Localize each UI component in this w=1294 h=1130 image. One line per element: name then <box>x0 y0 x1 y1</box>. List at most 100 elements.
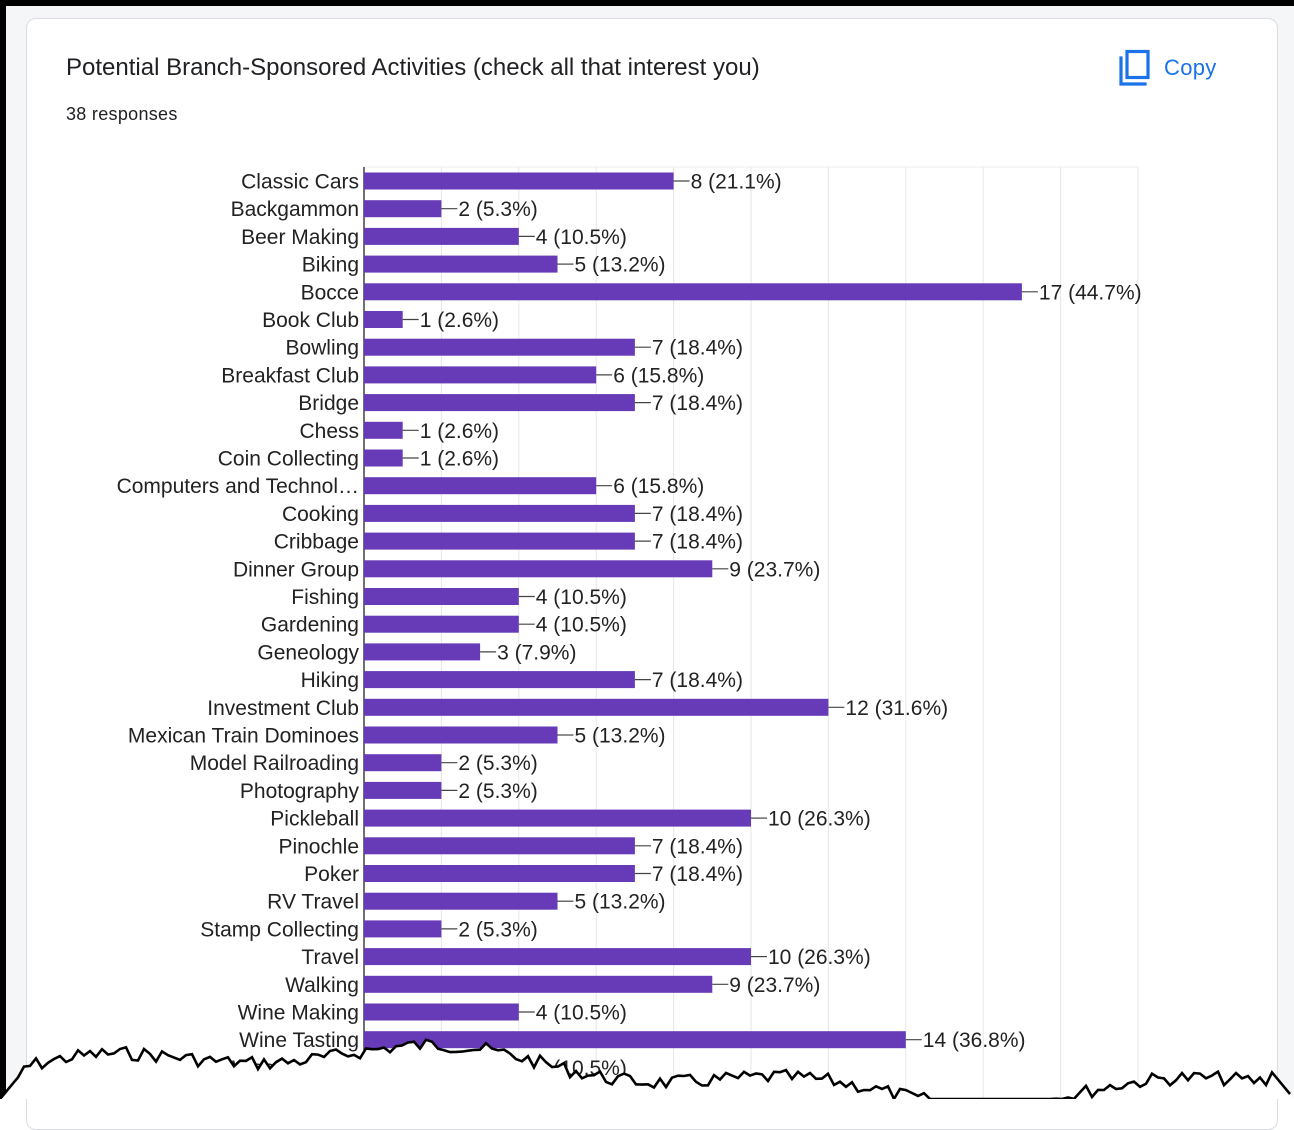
bar <box>364 504 635 522</box>
category-label: Chess <box>299 420 359 443</box>
copy-label: Copy <box>1164 55 1217 80</box>
data-label: 5 (13.2%) <box>575 254 666 277</box>
bar <box>364 449 403 467</box>
bar <box>364 1031 906 1049</box>
category-label: Cooking <box>282 503 359 526</box>
data-label: 4 (10.5%) <box>536 614 627 637</box>
bar <box>364 781 442 799</box>
data-label: 9 (23.7%) <box>729 974 820 997</box>
category-label: Bridge <box>298 392 359 415</box>
bar <box>364 200 442 218</box>
category-label: Beer Making <box>241 226 359 249</box>
bar <box>364 283 1022 301</box>
bar <box>364 394 635 412</box>
category-label: Model Railroading <box>190 752 359 775</box>
data-label: 5 (13.2%) <box>575 725 666 748</box>
data-label: 6 (15.8%) <box>613 364 704 387</box>
bar <box>364 615 519 633</box>
category-label: Gardening <box>261 614 359 637</box>
chart-bars <box>364 172 1038 1076</box>
data-label: 7 (18.4%) <box>652 835 743 858</box>
data-label: 4 (10.5%) <box>536 1002 627 1025</box>
data-label: 2 (5.3%) <box>458 780 537 803</box>
chart-gridlines <box>363 166 1139 1099</box>
category-label: Travel <box>301 946 359 969</box>
category-label: Bowling <box>285 337 359 360</box>
category-label: Geneology <box>257 641 359 664</box>
bar <box>364 865 635 882</box>
data-label: 5 (13.2%) <box>575 891 666 914</box>
category-label: Dinner Group <box>233 558 359 581</box>
bar <box>364 1003 519 1021</box>
bar <box>364 421 403 439</box>
bar <box>364 366 597 384</box>
category-label: Computers and Technol… <box>117 475 359 498</box>
data-label: 7 (18.4%) <box>652 392 743 415</box>
copy-icon <box>1118 49 1152 87</box>
category-label: Pinochle <box>278 835 359 858</box>
category-label: Photography <box>240 780 360 803</box>
torn-edge-overlay <box>0 1038 1291 1099</box>
category-label: Bocce <box>301 281 359 304</box>
data-label: 7 (18.4%) <box>652 337 743 360</box>
bar <box>364 172 674 190</box>
bar-chart: 8 (21.1%) Classic Cars 2 (5.3%) Backgammon 4… <box>117 166 1142 1099</box>
bar <box>364 754 442 772</box>
bar <box>364 671 635 689</box>
bar <box>364 532 635 550</box>
bar <box>364 975 713 993</box>
category-label: Stamp Collecting <box>200 918 359 941</box>
data-label: 10 (26.3%) <box>768 946 871 969</box>
category-label: Mexican Train Dominoes <box>128 725 359 748</box>
category-label: Biking <box>302 254 359 277</box>
data-label: 3 (7.9%) <box>497 641 576 664</box>
bar <box>364 698 829 716</box>
data-label: 7 (18.4%) <box>652 669 743 692</box>
data-label: 8 (21.1%) <box>691 171 782 194</box>
bar <box>364 477 597 495</box>
chart-labels: 8 (21.1%) Classic Cars 2 (5.3%) Backgammon 4… <box>117 171 1142 1080</box>
data-label: 10 (26.3%) <box>768 808 871 831</box>
bar <box>364 920 442 938</box>
bar <box>364 338 635 356</box>
bar <box>364 227 519 245</box>
category-label: Walking <box>285 974 359 997</box>
category-label: Investment Club <box>207 697 359 720</box>
bar <box>364 643 481 661</box>
bar <box>364 255 558 273</box>
data-label: 17 (44.7%) <box>1039 281 1142 304</box>
data-label: 9 (23.7%) <box>729 558 820 581</box>
data-label: 4 (10.5%) <box>536 226 627 249</box>
category-label: Pickleball <box>270 808 359 831</box>
data-label: 7 (18.4%) <box>652 863 743 886</box>
response-count: 38 responses <box>66 104 178 124</box>
question-title: Potential Branch-Sponsored Activities (c… <box>66 54 760 81</box>
bar <box>364 837 635 855</box>
data-label: 7 (18.4%) <box>652 531 743 554</box>
category-label: RV Travel <box>267 891 359 914</box>
bar <box>364 809 751 827</box>
data-label: 4 (10.5%) <box>536 586 627 609</box>
data-label: 2 (5.3%) <box>458 752 537 775</box>
bar <box>364 560 713 578</box>
category-label: Backgammon <box>231 198 359 221</box>
category-label: Poker <box>304 863 359 886</box>
data-label: 7 (18.4%) <box>652 503 743 526</box>
bar <box>364 311 403 328</box>
category-label: Classic Cars <box>241 171 359 194</box>
data-label: 2 (5.3%) <box>458 918 537 941</box>
category-label: Wine Making <box>238 1002 359 1025</box>
category-label: Book Club <box>262 309 359 332</box>
copy-chart-button[interactable]: Copy <box>1118 46 1217 90</box>
bar <box>364 588 519 605</box>
data-label: 6 (15.8%) <box>613 475 704 498</box>
bar <box>364 726 558 744</box>
category-label: Breakfast Club <box>221 364 359 387</box>
category-label: Hiking <box>301 669 359 692</box>
data-label: 1 (2.6%) <box>420 448 499 471</box>
data-label: 1 (2.6%) <box>420 420 499 443</box>
data-label: 2 (5.3%) <box>458 198 537 221</box>
category-label: Wine Tasting <box>239 1029 359 1052</box>
data-label: 12 (31.6%) <box>845 697 948 720</box>
category-label: Cribbage <box>274 531 359 554</box>
